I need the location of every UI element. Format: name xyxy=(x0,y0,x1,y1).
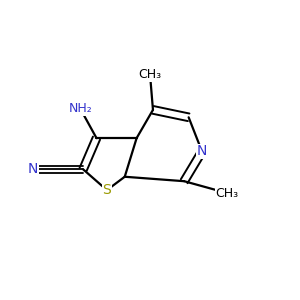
Text: N: N xyxy=(27,162,38,176)
Text: CH₃: CH₃ xyxy=(216,187,239,200)
Text: S: S xyxy=(103,183,111,197)
Text: NH₂: NH₂ xyxy=(68,102,92,115)
Text: N: N xyxy=(197,145,207,158)
Text: CH₃: CH₃ xyxy=(138,68,162,81)
